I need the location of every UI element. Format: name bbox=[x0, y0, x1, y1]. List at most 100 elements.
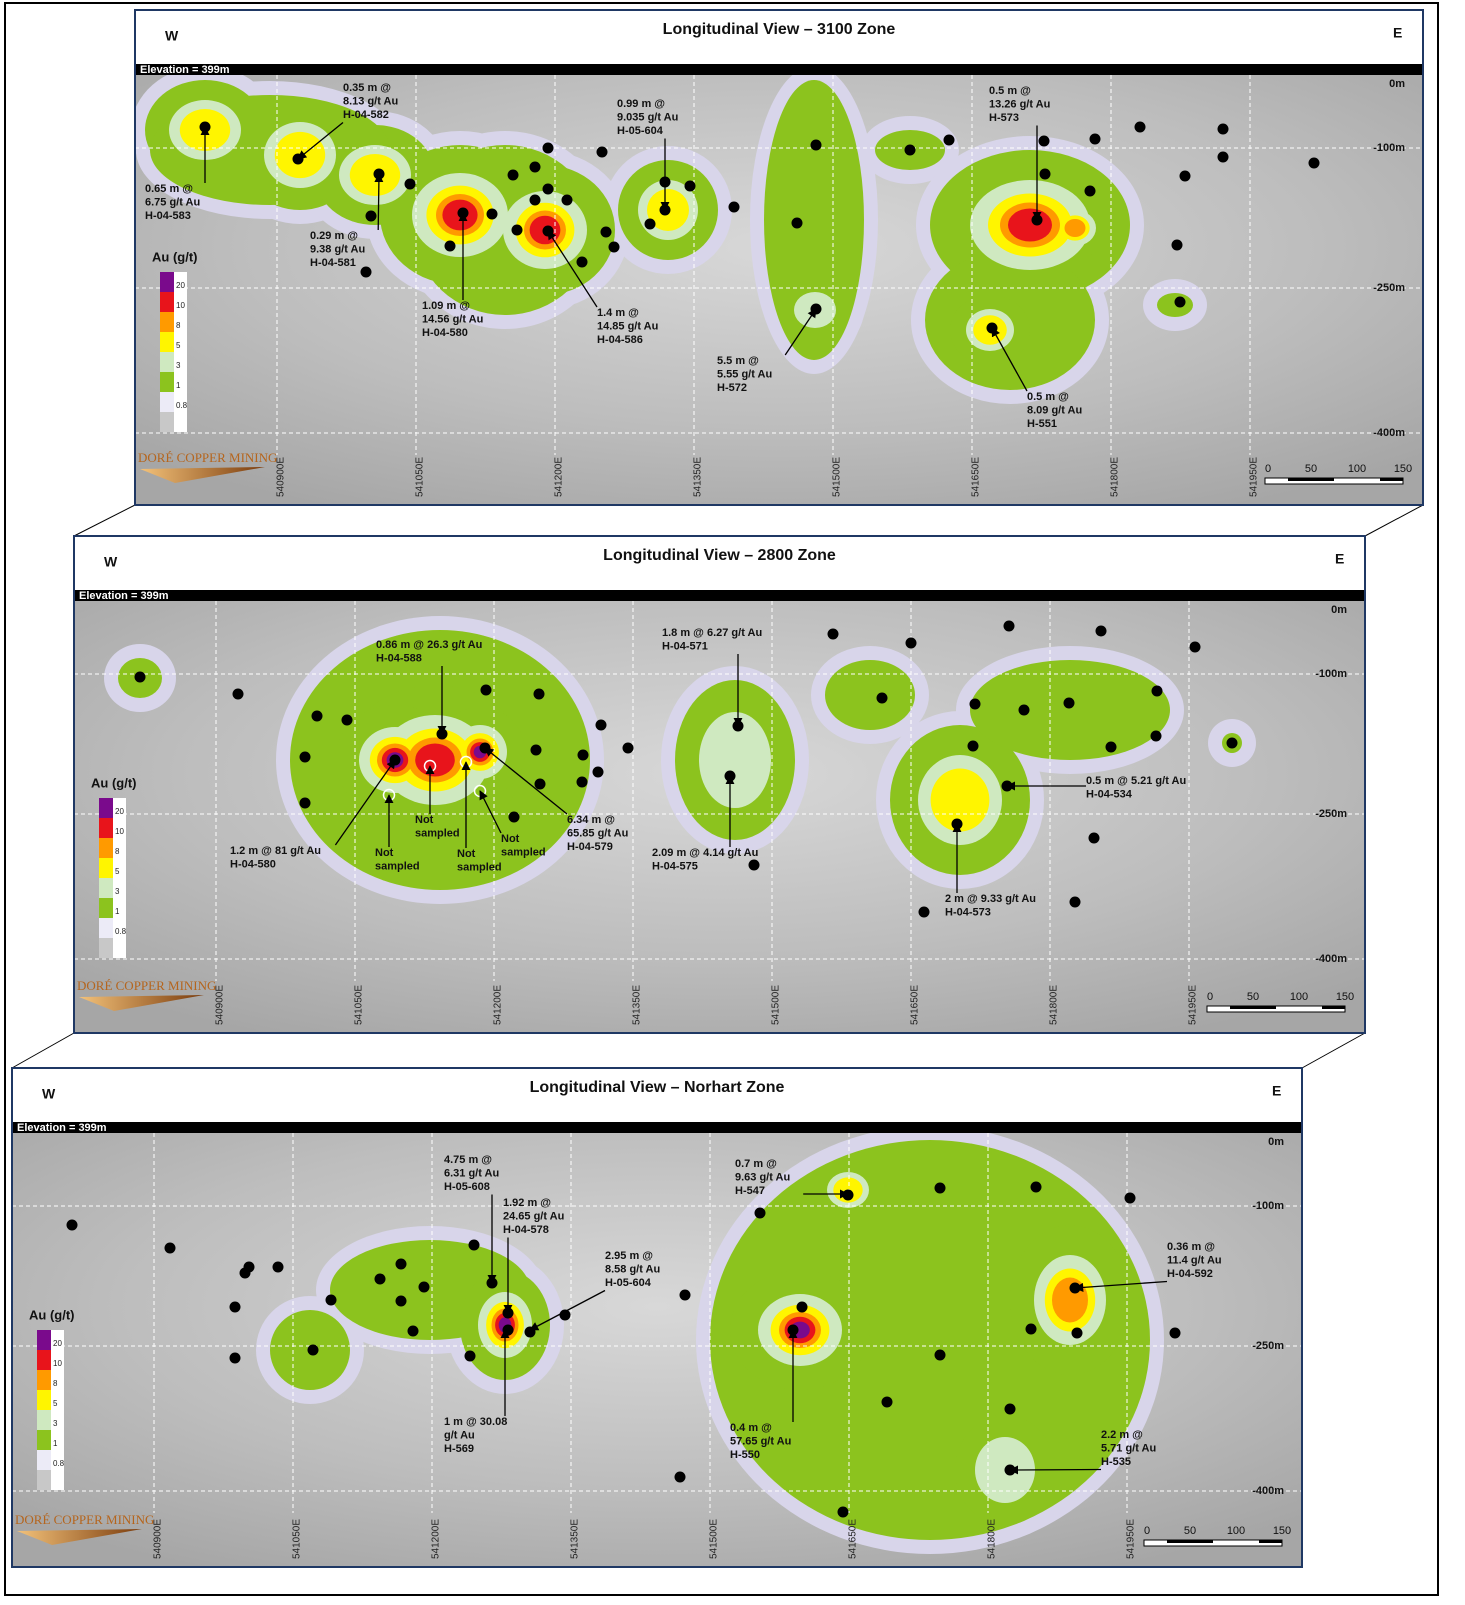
drill-hole bbox=[608, 241, 620, 253]
annotation: H-04-579 bbox=[567, 841, 613, 853]
drill-hole bbox=[134, 671, 146, 683]
depth-label: 0m bbox=[1268, 1136, 1284, 1148]
legend-title: Au (g/t) bbox=[29, 1307, 74, 1322]
grade-zone bbox=[1064, 219, 1086, 237]
legend-value: 10 bbox=[115, 827, 124, 836]
legend-swatch bbox=[99, 898, 113, 918]
scale-label: 150 bbox=[1273, 1525, 1291, 1537]
annotation: 5.55 g/t Au bbox=[717, 368, 772, 380]
legend-swatch bbox=[160, 292, 174, 312]
legend-label-column bbox=[174, 272, 187, 432]
annotation: H-04-582 bbox=[343, 109, 389, 121]
depth-label: -400m bbox=[1252, 1485, 1284, 1497]
depth-label: -250m bbox=[1252, 1340, 1284, 1352]
legend-value: 1 bbox=[176, 381, 181, 390]
legend-value: 1 bbox=[53, 1439, 58, 1448]
drill-hole bbox=[600, 226, 612, 238]
drill-hole bbox=[464, 1350, 476, 1362]
drill-hole bbox=[508, 811, 520, 823]
logo-swoosh bbox=[17, 1529, 142, 1545]
drill-hole bbox=[1004, 1403, 1016, 1415]
annotation: H-04-588 bbox=[376, 652, 422, 664]
easting-label: 540900E bbox=[153, 1519, 164, 1559]
drill-hole bbox=[1179, 170, 1191, 182]
legend-value: 3 bbox=[115, 887, 120, 896]
annotation: 11.4 g/t Au bbox=[1167, 1254, 1222, 1266]
annotation: H-04-592 bbox=[1167, 1268, 1213, 1280]
annotation: 57.65 g/t Au bbox=[730, 1435, 791, 1447]
drill-hole bbox=[365, 210, 377, 222]
callout-arrow bbox=[1009, 1465, 1102, 1475]
drill-hole bbox=[674, 1471, 686, 1483]
drill-hole bbox=[542, 142, 554, 154]
legend-swatch bbox=[37, 1450, 51, 1470]
drill-hole bbox=[1063, 697, 1075, 709]
easting-label: 541200E bbox=[493, 985, 504, 1025]
scale-bar-segment bbox=[1288, 478, 1311, 481]
annotation: 9.38 g/t Au bbox=[310, 243, 365, 255]
drill-hole bbox=[404, 178, 416, 190]
callout-arrow bbox=[334, 759, 396, 846]
east-label: E bbox=[1393, 25, 1402, 41]
east-label: E bbox=[1272, 1083, 1281, 1099]
annotation: 1.09 m @ bbox=[422, 300, 470, 312]
callout-arrow bbox=[1074, 1280, 1168, 1292]
legend-title: Au (g/t) bbox=[152, 249, 197, 264]
scale-label: 100 bbox=[1348, 463, 1366, 475]
panel: Longitudinal View – Norhart Zone W E Elevat… bbox=[11, 1067, 1303, 1568]
depth-label: 0m bbox=[1331, 604, 1347, 616]
legend-value: 20 bbox=[176, 281, 185, 290]
easting-label: 541800E bbox=[987, 1519, 998, 1559]
scale-label: 100 bbox=[1227, 1525, 1245, 1537]
drill-hole bbox=[1134, 121, 1146, 133]
logo-swoosh bbox=[79, 995, 204, 1011]
scale-bar-segment bbox=[1322, 1006, 1345, 1009]
easting-label: 540900E bbox=[276, 457, 287, 497]
legend-value: 10 bbox=[176, 301, 185, 310]
drill-hole bbox=[1071, 1327, 1083, 1339]
easting-label: 541800E bbox=[1110, 457, 1121, 497]
legend-value: 5 bbox=[115, 867, 120, 876]
legend-swatch bbox=[37, 1390, 51, 1410]
drill-hole bbox=[1003, 620, 1015, 632]
easting-label: 541350E bbox=[570, 1519, 581, 1559]
logo: DORÉ COPPER MINING bbox=[15, 1512, 154, 1527]
drill-hole bbox=[622, 742, 634, 754]
drill-hole bbox=[418, 1281, 430, 1293]
drill-hole bbox=[577, 749, 589, 761]
drill-hole bbox=[1308, 157, 1320, 169]
drill-hole bbox=[943, 134, 955, 146]
annotation: sampled bbox=[375, 860, 420, 872]
callout-arrow bbox=[784, 308, 817, 356]
drill-hole bbox=[1124, 1192, 1136, 1204]
scale-bar-segment bbox=[1380, 478, 1403, 481]
annotation: 0.36 m @ bbox=[1167, 1241, 1215, 1253]
annotation: 2.09 m @ 4.14 g/t Au bbox=[652, 847, 758, 859]
annotation: H-573 bbox=[989, 112, 1019, 124]
legend-swatch bbox=[160, 272, 174, 292]
drill-hole bbox=[796, 1301, 808, 1313]
legend-label-column bbox=[113, 798, 126, 958]
drill-hole bbox=[1189, 641, 1201, 653]
legend-value: 20 bbox=[53, 1339, 62, 1348]
annotation: H-04-571 bbox=[662, 640, 708, 652]
logo: DORÉ COPPER MINING bbox=[77, 978, 216, 993]
annotation: sampled bbox=[501, 846, 546, 858]
drill-hole bbox=[229, 1352, 241, 1364]
grade-zone bbox=[930, 768, 990, 832]
annotation: 2 m @ 9.33 g/t Au bbox=[945, 893, 1036, 905]
legend-swatch bbox=[160, 332, 174, 352]
east-label: E bbox=[1335, 551, 1344, 567]
callout-arrow bbox=[479, 790, 502, 834]
annotation: H-572 bbox=[717, 382, 747, 394]
drill-hole bbox=[229, 1301, 241, 1313]
annotation: 0.4 m @ bbox=[730, 1422, 772, 1434]
drill-hole bbox=[360, 266, 372, 278]
drill-hole bbox=[1169, 1327, 1181, 1339]
drill-hole bbox=[1038, 135, 1050, 147]
elevation-bar bbox=[13, 1122, 1301, 1133]
panel: Longitudinal View – 3100 Zone W E Elevation… bbox=[134, 9, 1424, 506]
legend-swatch bbox=[160, 312, 174, 332]
depth-label: -250m bbox=[1315, 808, 1347, 820]
easting-label: 541200E bbox=[431, 1519, 442, 1559]
